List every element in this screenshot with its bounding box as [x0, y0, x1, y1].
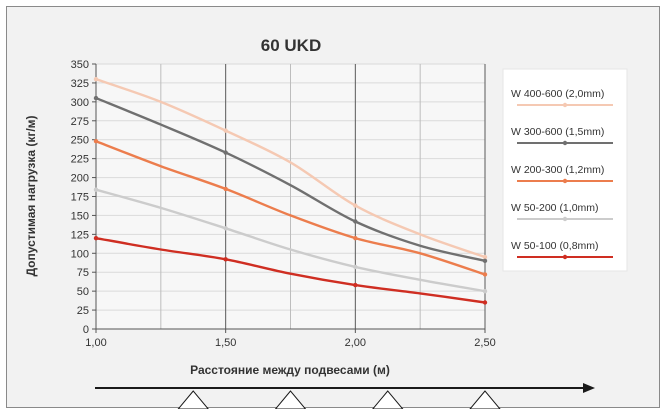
legend: W 400-600 (2,0mm) W 300-600 (1,5mm) W 200-… [502, 68, 628, 272]
series-point [223, 128, 228, 133]
series-line [94, 140, 487, 276]
y-tick-label: 25 [77, 305, 89, 317]
legend-box [502, 68, 628, 272]
y-tick-label: 50 [77, 286, 89, 298]
legend-label: W 400-600 (2,0mm) [511, 88, 604, 100]
y-tick-label: 250 [71, 135, 89, 147]
legend-label: W 50-100 (0,8mm) [511, 240, 599, 252]
span-arrow-head [583, 383, 595, 393]
series-point [223, 150, 228, 155]
x-tick-label: 2,00 [345, 337, 366, 349]
support-triangle-icon [469, 390, 501, 409]
y-tick-label: 350 [71, 59, 89, 71]
y-tick-label: 200 [71, 173, 89, 185]
y-tick-label: 150 [71, 210, 89, 222]
series-point [482, 300, 488, 305]
y-tick-label: 175 [71, 192, 89, 204]
series-point [482, 272, 488, 277]
y-tick-label: 100 [71, 248, 89, 260]
series-point [93, 95, 99, 101]
series-point [482, 288, 488, 294]
series-point [353, 264, 358, 270]
legend-label: W 200-300 (1,2mm) [511, 164, 604, 176]
series-point [93, 139, 99, 144]
series-line [94, 188, 487, 293]
legend-swatch-marker [562, 216, 568, 222]
series-point [93, 235, 99, 241]
support-triangle-icon [177, 390, 209, 409]
span-indicator [95, 383, 595, 409]
y-tick-label: 75 [77, 267, 89, 279]
y-tick-label: 275 [71, 116, 89, 128]
legend-swatch-marker [562, 102, 568, 108]
chart-title: 60 UKD [261, 36, 321, 55]
y-tick-label: 0 [83, 324, 89, 336]
series-point [353, 219, 358, 224]
x-axis-title: Расстояние между подвесами (м) [190, 363, 390, 377]
legend-label: W 50-200 (1,0mm) [511, 202, 599, 214]
series-point [482, 258, 488, 264]
y-tick-label: 300 [71, 97, 89, 109]
series-point [353, 235, 358, 241]
series-point [223, 257, 228, 262]
series-point [482, 254, 488, 260]
series-point [93, 187, 99, 192]
x-tick-label: 1,00 [85, 337, 106, 349]
legend-label: W 300-600 (1,5mm) [511, 126, 604, 138]
axes [92, 63, 486, 333]
support-triangle-icon [274, 390, 307, 409]
series-point [353, 203, 358, 208]
y-axis-title: Допустимая нагрузка (кг/м) [24, 115, 38, 276]
x-tick-label: 1,50 [215, 337, 236, 349]
series-line [94, 236, 487, 304]
legend-swatch-marker [562, 254, 568, 260]
series-point [223, 186, 228, 192]
y-tick-label: 225 [71, 154, 89, 166]
series-lines [93, 76, 488, 305]
y-tick-label: 125 [71, 229, 89, 241]
legend-swatch-marker [562, 178, 568, 184]
series-point [223, 226, 228, 231]
x-tick-label: 2,50 [474, 337, 495, 349]
legend-swatch-marker [562, 140, 568, 146]
chart-canvas: 60 UKD Допустимая нагрузка (кг/м) Рассто… [24, 36, 628, 409]
tick-labels: 0 25 50 75 100 125 150 175 200 225 250 275 300 325 350… [71, 59, 496, 349]
series-point [353, 282, 358, 288]
chart-frame: 60 UKD Допустимая нагрузка (кг/м) Рассто… [6, 6, 660, 409]
y-tick-label: 325 [71, 78, 89, 90]
series-point [93, 76, 99, 82]
series-line [94, 96, 487, 263]
support-triangle-icon [372, 390, 404, 409]
series-line [94, 77, 487, 259]
